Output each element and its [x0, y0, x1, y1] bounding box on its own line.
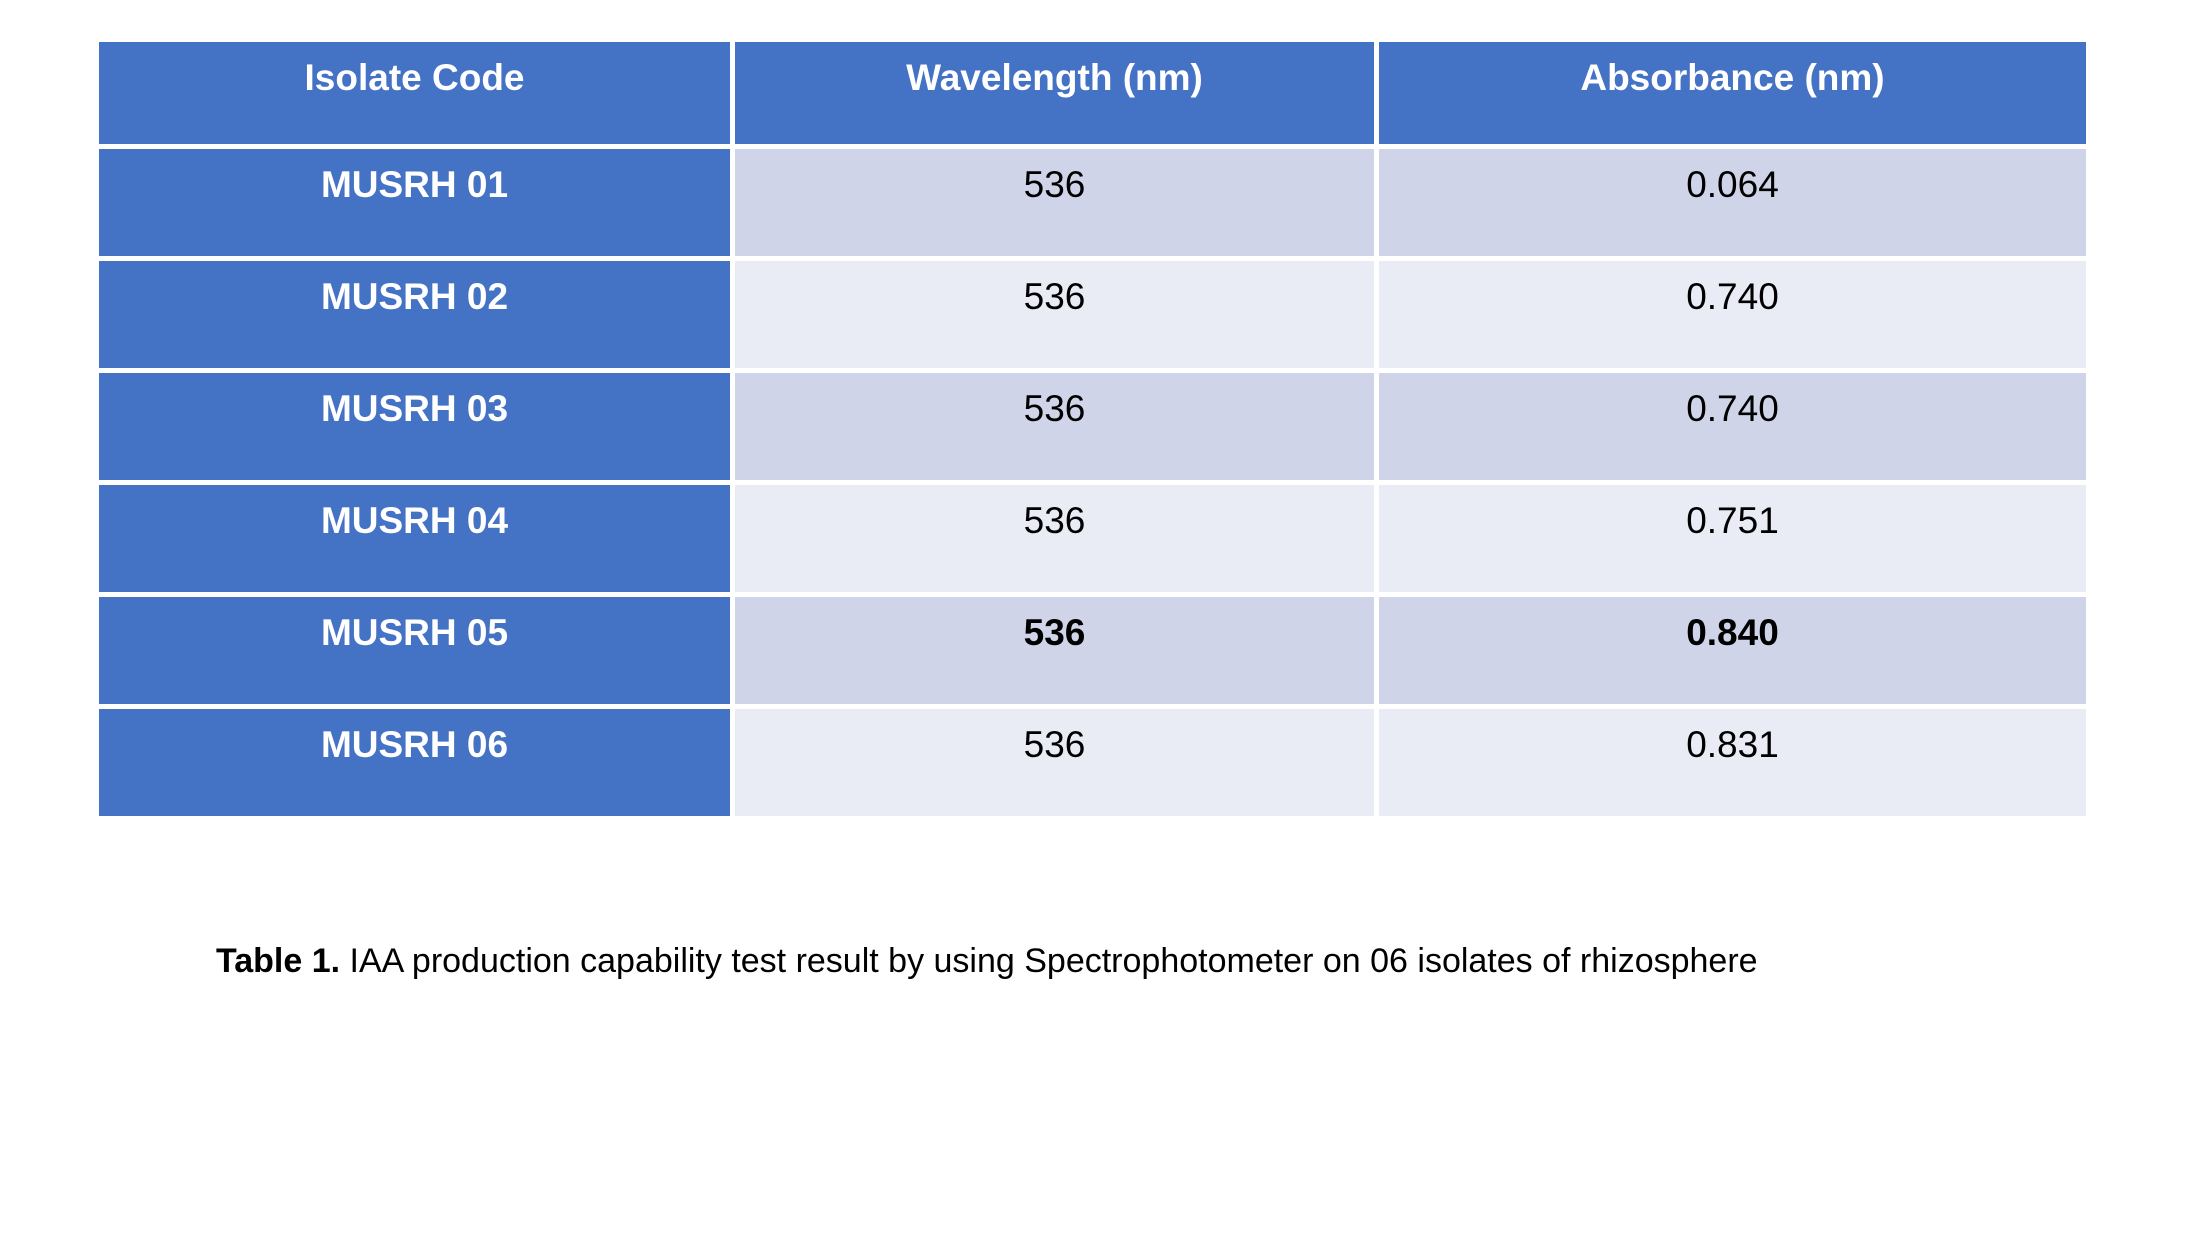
caption-text: IAA production capability test result by…: [340, 942, 1758, 980]
table-row: MUSRH 04 536 0.751: [99, 485, 2086, 592]
header-absorbance: Absorbance (nm): [1379, 42, 2086, 144]
cell-wavelength: 536: [735, 149, 1374, 256]
header-wavelength: Wavelength (nm): [735, 42, 1374, 144]
table-row: MUSRH 01 536 0.064: [99, 149, 2086, 256]
cell-wavelength: 536: [735, 597, 1374, 704]
cell-absorbance: 0.831: [1379, 709, 2086, 816]
cell-isolate-code: MUSRH 02: [99, 261, 730, 368]
cell-isolate-code: MUSRH 04: [99, 485, 730, 592]
cell-absorbance: 0.064: [1379, 149, 2086, 256]
table-row: MUSRH 02 536 0.740: [99, 261, 2086, 368]
results-table: Isolate Code Wavelength (nm) Absorbance …: [94, 37, 2091, 821]
cell-absorbance: 0.751: [1379, 485, 2086, 592]
cell-absorbance: 0.840: [1379, 597, 2086, 704]
cell-wavelength: 536: [735, 261, 1374, 368]
table-row: MUSRH 03 536 0.740: [99, 373, 2086, 480]
table-header-row: Isolate Code Wavelength (nm) Absorbance …: [99, 42, 2086, 144]
cell-wavelength: 536: [735, 709, 1374, 816]
table-row: MUSRH 06 536 0.831: [99, 709, 2086, 816]
cell-absorbance: 0.740: [1379, 261, 2086, 368]
cell-isolate-code: MUSRH 06: [99, 709, 730, 816]
table-caption: Table 1. IAA production capability test …: [216, 942, 1758, 981]
cell-wavelength: 536: [735, 373, 1374, 480]
header-isolate-code: Isolate Code: [99, 42, 730, 144]
table-row: MUSRH 05 536 0.840: [99, 597, 2086, 704]
cell-isolate-code: MUSRH 03: [99, 373, 730, 480]
cell-isolate-code: MUSRH 05: [99, 597, 730, 704]
caption-label: Table 1.: [216, 942, 341, 980]
cell-absorbance: 0.740: [1379, 373, 2086, 480]
cell-wavelength: 536: [735, 485, 1374, 592]
cell-isolate-code: MUSRH 01: [99, 149, 730, 256]
results-table-container: Isolate Code Wavelength (nm) Absorbance …: [94, 37, 2091, 821]
